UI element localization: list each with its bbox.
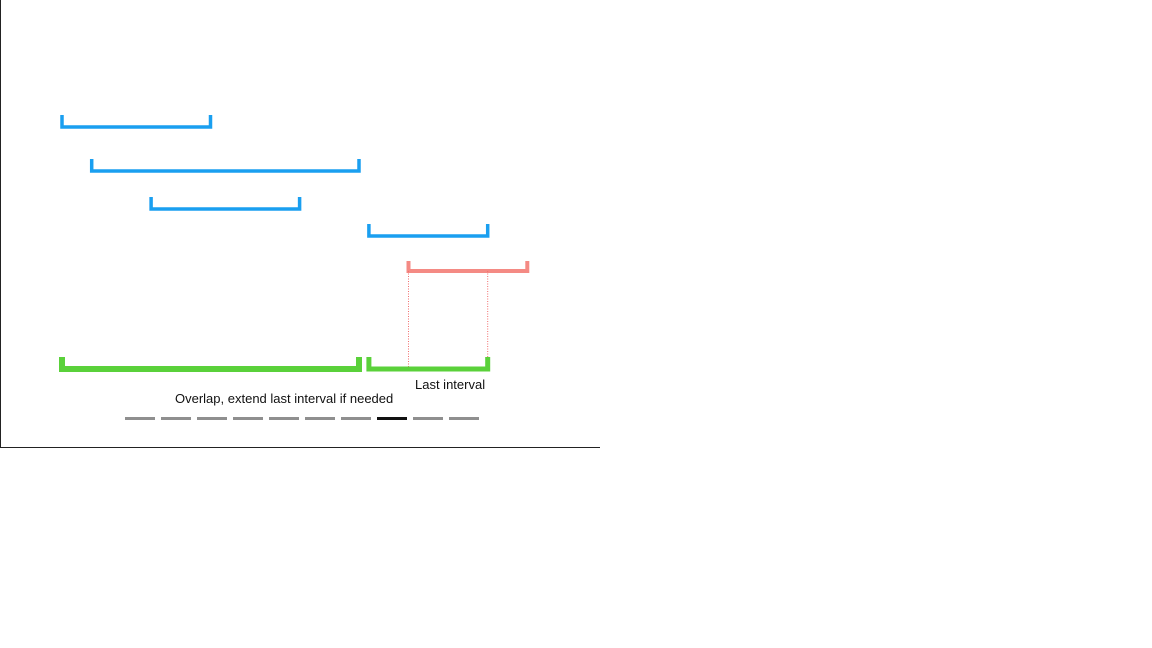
pager-dot-7[interactable] <box>341 417 371 420</box>
last-interval-label: Last interval <box>415 377 486 392</box>
input-interval-2 <box>89 159 361 173</box>
pager-dot-10[interactable] <box>449 417 479 420</box>
pager-dot-9[interactable] <box>413 417 443 420</box>
slide-frame: Last interval Overlap, extend last inter… <box>0 0 600 448</box>
pager-dot-2[interactable] <box>161 417 191 420</box>
pager-dot-1[interactable] <box>125 417 155 420</box>
pager-dot-6[interactable] <box>305 417 335 420</box>
step-caption: Overlap, extend last interval if needed <box>175 391 394 406</box>
current-interval <box>406 261 530 273</box>
pager-dot-5[interactable] <box>269 417 299 420</box>
input-interval-3 <box>149 197 302 211</box>
input-interval-1 <box>60 115 213 129</box>
interval-diagram <box>59 115 530 372</box>
merged-interval-1 <box>59 357 362 372</box>
pager-dot-3[interactable] <box>197 417 227 420</box>
merged-interval-2 <box>366 357 491 372</box>
input-interval-4 <box>367 224 490 238</box>
pager-dot-8[interactable] <box>377 417 407 420</box>
pager-dot-4[interactable] <box>233 417 263 420</box>
